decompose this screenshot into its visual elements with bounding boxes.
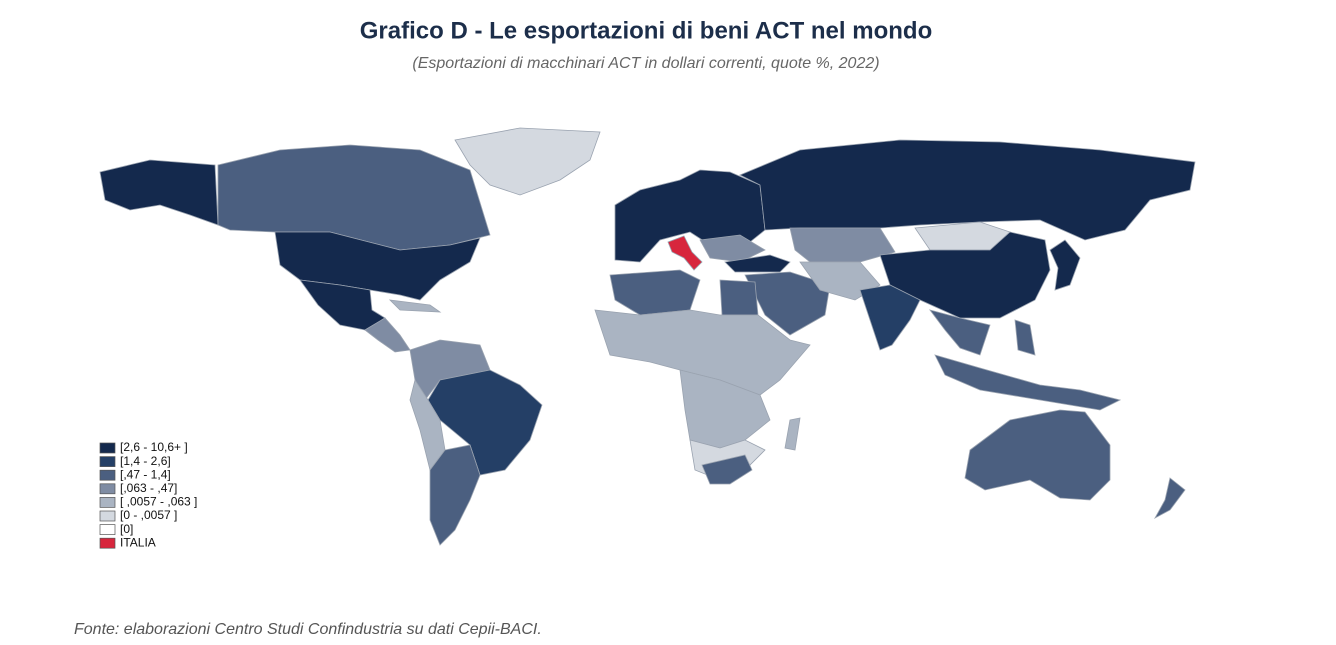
legend-label: [ ,0057 - ,063 ] <box>120 495 197 509</box>
kazakhstan <box>789 227 896 263</box>
legend-swatch <box>99 497 116 508</box>
north-africa <box>609 269 701 316</box>
turkey <box>724 254 791 273</box>
argentina <box>429 444 481 546</box>
legend-swatch <box>99 483 116 495</box>
greenland <box>454 127 601 196</box>
legend-swatch <box>99 510 116 522</box>
legend-swatch <box>99 442 116 454</box>
source-note: Fonte: elaborazioni Centro Studi Confind… <box>74 621 542 638</box>
legend-label: [0] <box>120 522 133 536</box>
legend-swatch <box>99 469 116 481</box>
new-zealand <box>1153 477 1186 519</box>
japan-korea <box>1049 239 1081 291</box>
legend-label: [,47 - 1,4] <box>120 467 171 481</box>
africa-sahel <box>594 309 811 396</box>
legend-swatch <box>99 537 116 549</box>
legend-label: ITALIA <box>120 535 156 549</box>
madagascar <box>784 417 801 451</box>
legend-swatch <box>99 456 116 467</box>
legend-swatch <box>99 524 116 535</box>
india <box>859 284 921 351</box>
philippines <box>1014 319 1036 356</box>
egypt <box>719 279 759 316</box>
alaska <box>99 159 219 226</box>
legend: [2,6 - 10,6+ ][1,4 - 2,6][,47 - 1,4][,06… <box>99 440 197 549</box>
eastern-europe <box>699 234 766 263</box>
legend-label: [1,4 - 2,6] <box>120 454 171 468</box>
title: Grafico D - Le esportazioni di beni ACT … <box>360 17 932 44</box>
legend-label: [2,6 - 10,6+ ] <box>120 440 188 454</box>
south-africa <box>701 454 753 485</box>
indonesia <box>934 354 1122 411</box>
southeast-asia <box>928 309 991 356</box>
canada <box>217 144 491 251</box>
middle-east <box>744 271 831 336</box>
caribbean <box>388 299 442 313</box>
world-map <box>99 127 1196 546</box>
legend-label: [,063 - ,47] <box>120 481 177 495</box>
italy <box>667 235 703 271</box>
australia <box>964 409 1111 501</box>
subtitle: (Esportazioni di macchinari ACT in dolla… <box>412 55 879 72</box>
legend-label: [0 - ,0057 ] <box>120 508 177 522</box>
